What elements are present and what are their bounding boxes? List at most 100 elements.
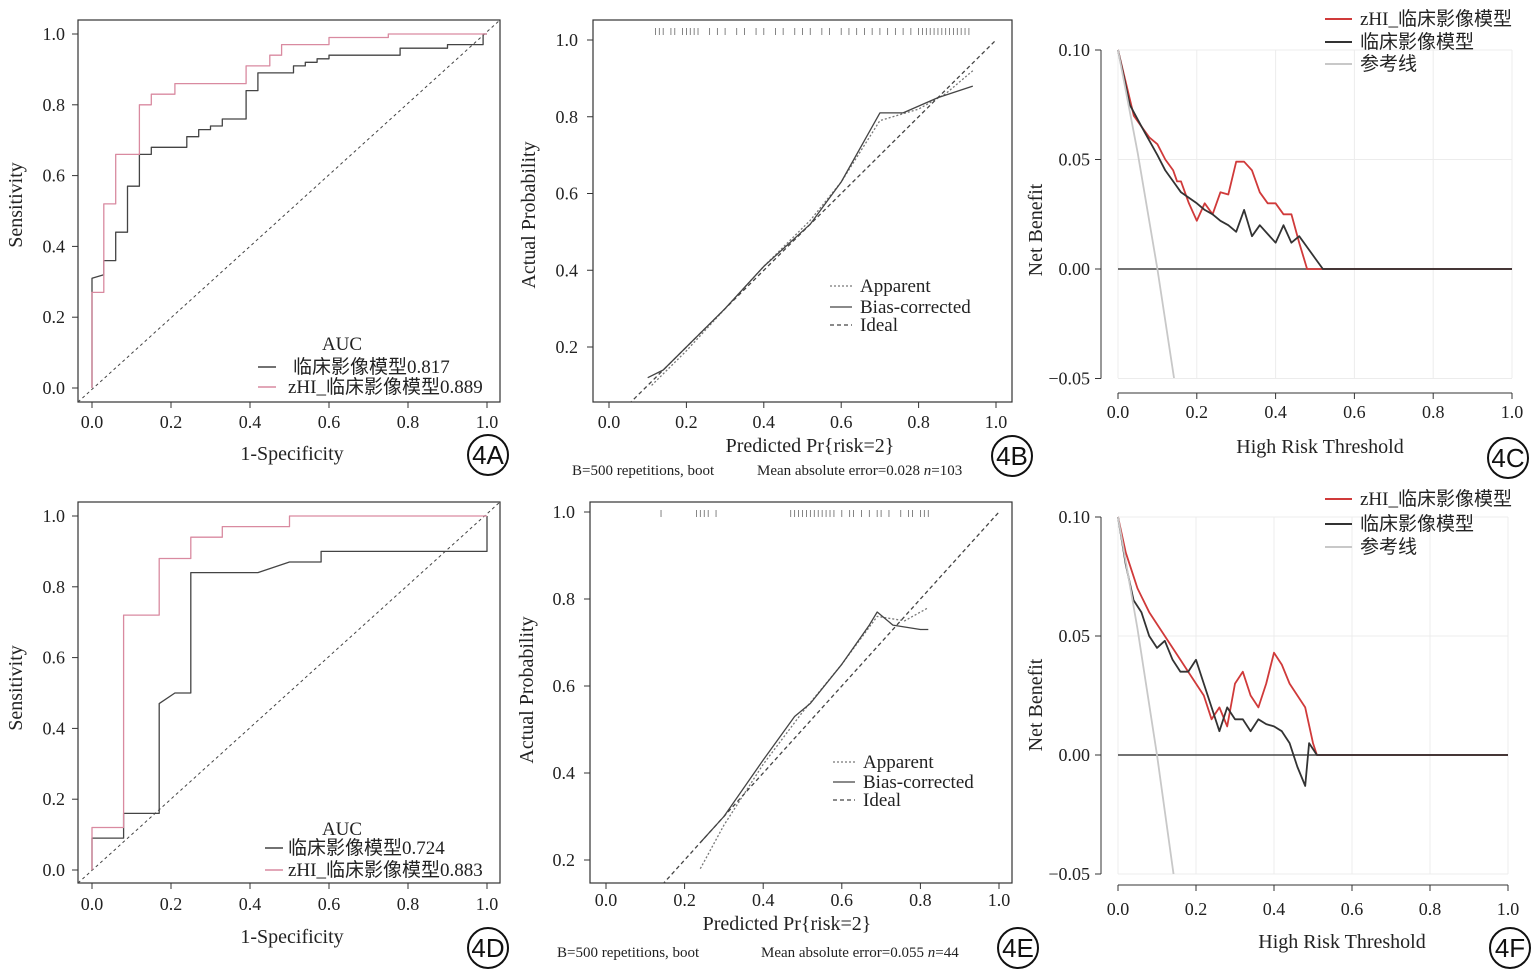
series-group xyxy=(1117,49,1512,378)
x-axis-label: High Risk Threshold xyxy=(1236,436,1403,458)
series-line-1 xyxy=(91,33,487,388)
plot-frame xyxy=(589,501,1013,884)
series-line-2 xyxy=(91,515,487,870)
reference-diagonal xyxy=(78,502,500,883)
n-value: =103 xyxy=(931,463,962,479)
series-line-3 xyxy=(662,511,1000,883)
plot-frame xyxy=(592,19,1013,403)
y-tick-label: −0.05 xyxy=(1048,864,1090,884)
x-tick-label: 0.2 xyxy=(160,894,183,914)
legend-entry: Ideal xyxy=(860,315,898,336)
x-axis-label: 1-Specificity xyxy=(240,443,343,465)
panel-label-circle xyxy=(1487,437,1529,479)
legend-entry: Apparent xyxy=(860,276,931,297)
series-line-1 xyxy=(699,607,929,870)
y-axis-label: Sensitivity xyxy=(5,162,27,248)
legend-entry: 临床影像模型 xyxy=(1360,513,1474,535)
x-axis-label: Predicted Pr{risk=2} xyxy=(703,913,872,935)
panel-label-circle xyxy=(467,927,509,969)
panel-4C: 0.0 0.2 0.4 0.6 0.8 1.0 0.10 0.05 0.00 −0.05 High … xyxy=(1025,8,1529,479)
x-tick-label: 1.0 xyxy=(476,412,499,432)
panel-label: 4C xyxy=(1491,443,1524,473)
x-tick-label: 1.0 xyxy=(1501,402,1524,422)
plot-frame xyxy=(77,501,501,884)
y-tick-label: 0.2 xyxy=(553,850,576,870)
legend-entry: Bias-corrected xyxy=(863,772,974,793)
n-symbol: n xyxy=(924,463,932,479)
x-axis-label: 1-Specificity xyxy=(240,926,343,948)
panel-4B: 0.0 0.2 0.4 0.6 0.8 1.0 0.2 0.4 0.6 0.8 1.0 Predict… xyxy=(518,19,1033,479)
x-axis-label: High Risk Threshold xyxy=(1258,931,1425,953)
x-tick-label: 0.2 xyxy=(1185,899,1208,919)
series-line-1 xyxy=(91,516,488,870)
series-group xyxy=(630,39,997,402)
mae-text: Mean absolute error=0.028 xyxy=(757,463,924,479)
y-tick-label: −0.05 xyxy=(1048,369,1090,389)
x-tick-label: 0.6 xyxy=(1343,402,1366,422)
footer-right: Mean absolute error=0.028 n=103 xyxy=(757,463,962,479)
x-tick-label: 0.2 xyxy=(673,890,696,910)
x-tick-label: 0.8 xyxy=(1419,899,1442,919)
series-group xyxy=(1117,516,1508,874)
x-tick-label: 0.8 xyxy=(909,890,932,910)
x-tick-label: 0.4 xyxy=(239,412,262,432)
x-tick-label: 0.2 xyxy=(1186,402,1209,422)
reference-diagonal xyxy=(78,20,500,402)
legend-entry: Ideal xyxy=(863,790,901,811)
x-tick-label: 0.0 xyxy=(81,894,104,914)
legend-entry: Apparent xyxy=(863,752,934,773)
y-tick-label: 1.0 xyxy=(556,30,579,50)
y-tick-label: 1.0 xyxy=(43,506,66,526)
y-tick-label: 1.0 xyxy=(553,502,576,522)
series-line-2 xyxy=(1117,49,1512,270)
panel-label-circle xyxy=(991,435,1033,477)
series-line-1 xyxy=(1117,516,1508,756)
y-tick-label: 0.4 xyxy=(556,260,579,280)
y-tick-label: 0.6 xyxy=(556,184,579,204)
x-tick-label: 0.0 xyxy=(595,890,618,910)
panel-4F: 0.0 0.2 0.4 0.6 0.8 1.0 0.10 0.05 0.00 −0.05 High … xyxy=(1025,488,1531,969)
y-axis-label: Actual Probability xyxy=(518,141,540,288)
x-tick-label: 0.8 xyxy=(397,894,420,914)
panel-label-circle xyxy=(467,434,509,476)
y-axis-label: Sensitivity xyxy=(5,645,27,731)
x-tick-label: 1.0 xyxy=(1497,899,1520,919)
n-symbol: n xyxy=(928,945,936,961)
x-tick-label: 0.0 xyxy=(81,412,104,432)
x-tick-label: 0.4 xyxy=(752,890,775,910)
y-tick-label: 0.10 xyxy=(1059,40,1091,60)
panel-label: 4D xyxy=(471,933,504,963)
y-axis-label: Net Benefit xyxy=(1025,183,1047,276)
panel-label: 4A xyxy=(472,440,504,470)
x-tick-label: 0.6 xyxy=(830,412,853,432)
x-tick-label: 0.6 xyxy=(831,890,854,910)
y-tick-label: 0.6 xyxy=(553,676,576,696)
x-tick-label: 0.4 xyxy=(753,412,776,432)
y-tick-label: 0.00 xyxy=(1059,745,1091,765)
series-group xyxy=(91,515,488,870)
series-group xyxy=(662,511,1000,883)
panel-4D: 0.0 0.2 0.4 0.6 0.8 1.0 0.0 0.2 0.4 0.6 0.8 1.0 1-Sp… xyxy=(5,501,509,969)
legend-entry: zHI_临床影像模型0.883 xyxy=(288,859,483,881)
y-tick-label: 0.10 xyxy=(1059,507,1091,527)
panel-label-circle xyxy=(1489,927,1531,969)
x-tick-label: 1.0 xyxy=(985,412,1008,432)
plot-frame xyxy=(77,19,501,403)
y-tick-label: 0.8 xyxy=(43,95,66,115)
series-line-3 xyxy=(1117,516,1175,874)
legend-entry: zHI_临床影像模型 xyxy=(1360,8,1512,30)
x-tick-label: 0.4 xyxy=(1263,899,1286,919)
footer-left: B=500 repetitions, boot xyxy=(572,463,715,479)
y-tick-label: 0.2 xyxy=(43,307,66,327)
y-axis-label: Net Benefit xyxy=(1025,658,1047,751)
legend-title: AUC xyxy=(322,334,362,355)
y-tick-label: 0.8 xyxy=(556,107,579,127)
y-tick-label: 0.0 xyxy=(43,378,66,398)
legend-entry: zHI_临床影像模型 xyxy=(1360,488,1512,510)
panel-label-circle xyxy=(997,927,1039,969)
x-tick-label: 0.8 xyxy=(907,412,930,432)
x-tick-label: 0.8 xyxy=(1422,402,1445,422)
